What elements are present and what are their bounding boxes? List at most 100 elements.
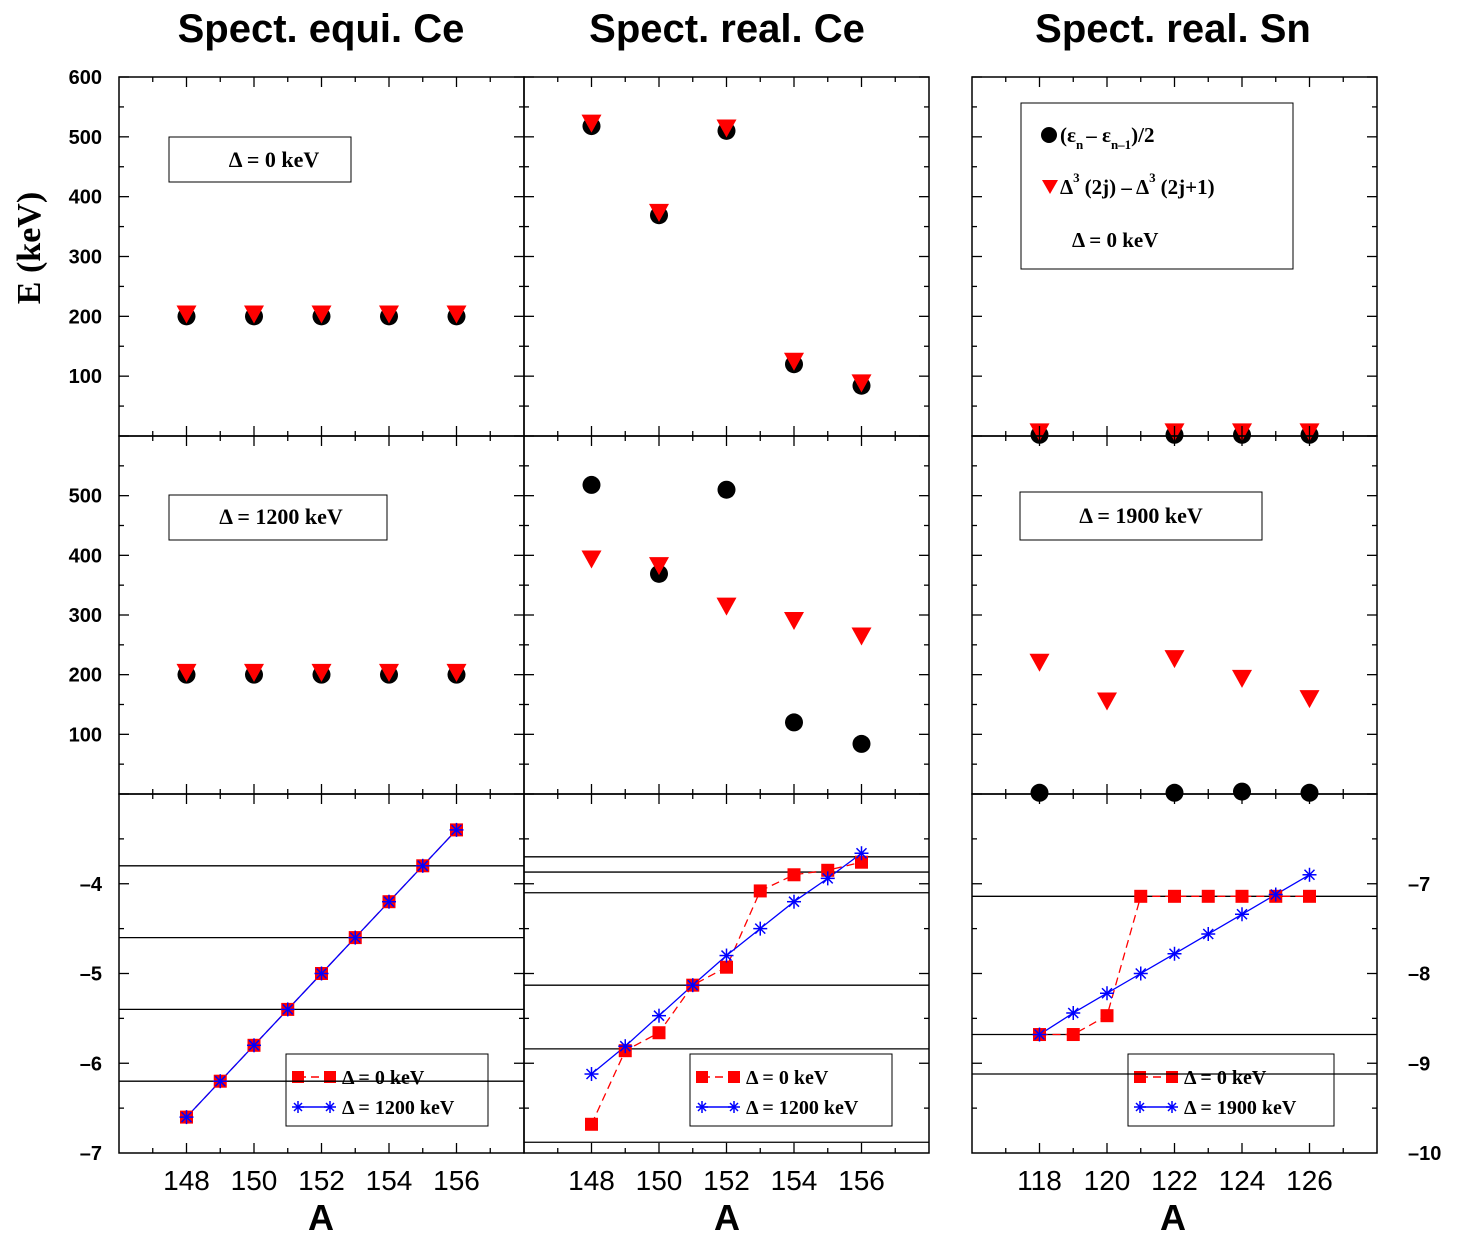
data-point-triangle [1029,653,1050,672]
data-point-asterisk [753,921,768,936]
legend-circle-marker [1041,127,1057,143]
data-point-triangle [176,305,197,324]
annotation-text: Δ = 1200 keV [219,504,343,529]
data-point-triangle [649,203,669,222]
panel-frame [523,793,930,1154]
y-tick-label: –7 [80,1143,102,1165]
y-tick-label: –5 [80,964,102,986]
panel-frame [118,435,525,795]
legend-label-delta1200: Δ = 1200 keV [746,1097,859,1119]
legend-bottom-right: Δ = 0 keV Δ = 1900 keV [1127,1053,1335,1127]
data-point-triangle [311,663,332,682]
annotation-text: Δ = 1900 keV [1079,503,1203,528]
data-point-circle [852,734,871,753]
data-point-asterisk [1201,927,1216,942]
y-tick-label: 500 [69,486,102,508]
legend-asterisk-marker [728,1101,740,1113]
data-point-square [821,863,835,877]
legend-square-marker [324,1071,336,1083]
data-point-square [652,1026,666,1040]
data-point-asterisk [1100,986,1114,1001]
data-point-triangle [784,611,804,630]
data-point-triangle [649,557,669,576]
y-tick-label-right: –9 [1408,1053,1430,1075]
annotation-text: Δ = 0 keV [229,147,320,172]
data-point-triangle [581,550,602,569]
data-point-triangle [581,114,602,133]
column-title-1: Spect. equi. Ce [178,7,465,51]
legend-label-diff: (εn – εn–1)/2 [1060,123,1155,152]
y-tick-label-right: –10 [1408,1143,1441,1165]
data-point-circle [717,480,736,499]
data-point-asterisk [1235,907,1249,922]
data-point-triangle [716,597,737,616]
data-point-asterisk [1133,966,1148,981]
data-point-asterisk [280,1002,295,1017]
legend-bottom-middle: Δ = 0 keV Δ = 1200 keV [689,1053,893,1127]
y-tick-label: 100 [69,366,102,388]
data-point-asterisk [618,1039,633,1054]
data-point-asterisk [1302,867,1317,882]
legend-bottom-left: Δ = 0 keV Δ = 1200 keV [285,1053,489,1127]
data-point-asterisk [584,1067,599,1082]
data-point-square [787,868,801,882]
data-point-triangle [379,305,399,324]
legend-energy-differences: (εn – εn–1)/2 Δ3 (2j) – Δ3 (2j+1) Δ = 0 keV [1020,102,1294,270]
plot-layer: 600 500 400 300 200 100 500 400 300 200 100 –4 –5 –6 –… [69,67,1442,1196]
x-tick-label: 156 [433,1165,480,1196]
data-point-asterisk [1268,887,1283,902]
legend-square-marker [728,1071,740,1083]
legend-triangle-marker [1042,180,1058,194]
data-point-square [1168,889,1181,903]
data-point-asterisk [382,894,396,909]
data-point-asterisk [213,1074,228,1089]
legend-delta0-label: Δ = 0 keV [1072,228,1158,252]
y-tick-label: –4 [80,874,103,896]
data-point-asterisk [787,894,801,909]
y-tick-label: 300 [69,247,102,269]
x-tick-label: 148 [163,1165,210,1196]
y-tick-label: 500 [69,127,102,149]
y-tick-label-right: –8 [1408,964,1430,986]
y-tick-label: –6 [80,1053,102,1075]
y-tick-label: 200 [69,665,102,687]
y-tick-label: 100 [69,724,102,746]
data-point-asterisk [247,1038,261,1053]
data-point-triangle [1299,690,1320,709]
x-axis-label-3: A [1160,1197,1186,1236]
legend-label-delta1900: Δ = 1900 keV [1184,1097,1297,1119]
data-point-asterisk [415,858,430,873]
x-tick-label: 150 [231,1165,278,1196]
legend-label-delta3: Δ3 (2j) – Δ3 (2j+1) [1060,170,1215,199]
x-tick-label: 154 [771,1165,818,1196]
data-point-triangle [1164,650,1185,669]
data-point-circle [582,475,601,494]
x-tick-label: 154 [366,1165,413,1196]
legend-label-delta1200: Δ = 1200 keV [342,1097,455,1119]
legend-square-marker [1134,1071,1146,1083]
data-point-triangle [1097,692,1117,711]
y-tick-label: 400 [69,545,102,567]
data-point-asterisk [1167,946,1182,961]
data-point-triangle [1232,669,1252,688]
x-tick-label: 148 [568,1165,615,1196]
legend-asterisk-marker [292,1101,304,1113]
data-point-square [1201,889,1215,903]
y-axis-label: E (keV) [11,192,48,304]
data-point-triangle [716,119,737,138]
data-point-square [855,855,868,869]
x-tick-label: 122 [1151,1165,1198,1196]
legend-square-marker [1166,1071,1178,1083]
data-point-square [1235,889,1249,903]
data-point-triangle [446,305,467,324]
panel-frame [971,76,1378,437]
legend-asterisk-marker [1134,1101,1146,1113]
legend-label-delta0: Δ = 0 keV [1184,1067,1267,1089]
data-point-triangle [311,305,332,324]
data-point-asterisk [719,948,734,963]
data-point-asterisk [854,846,869,861]
y-tick-label: 200 [69,306,102,328]
data-point-asterisk [449,822,464,837]
legend-asterisk-marker [324,1101,336,1113]
